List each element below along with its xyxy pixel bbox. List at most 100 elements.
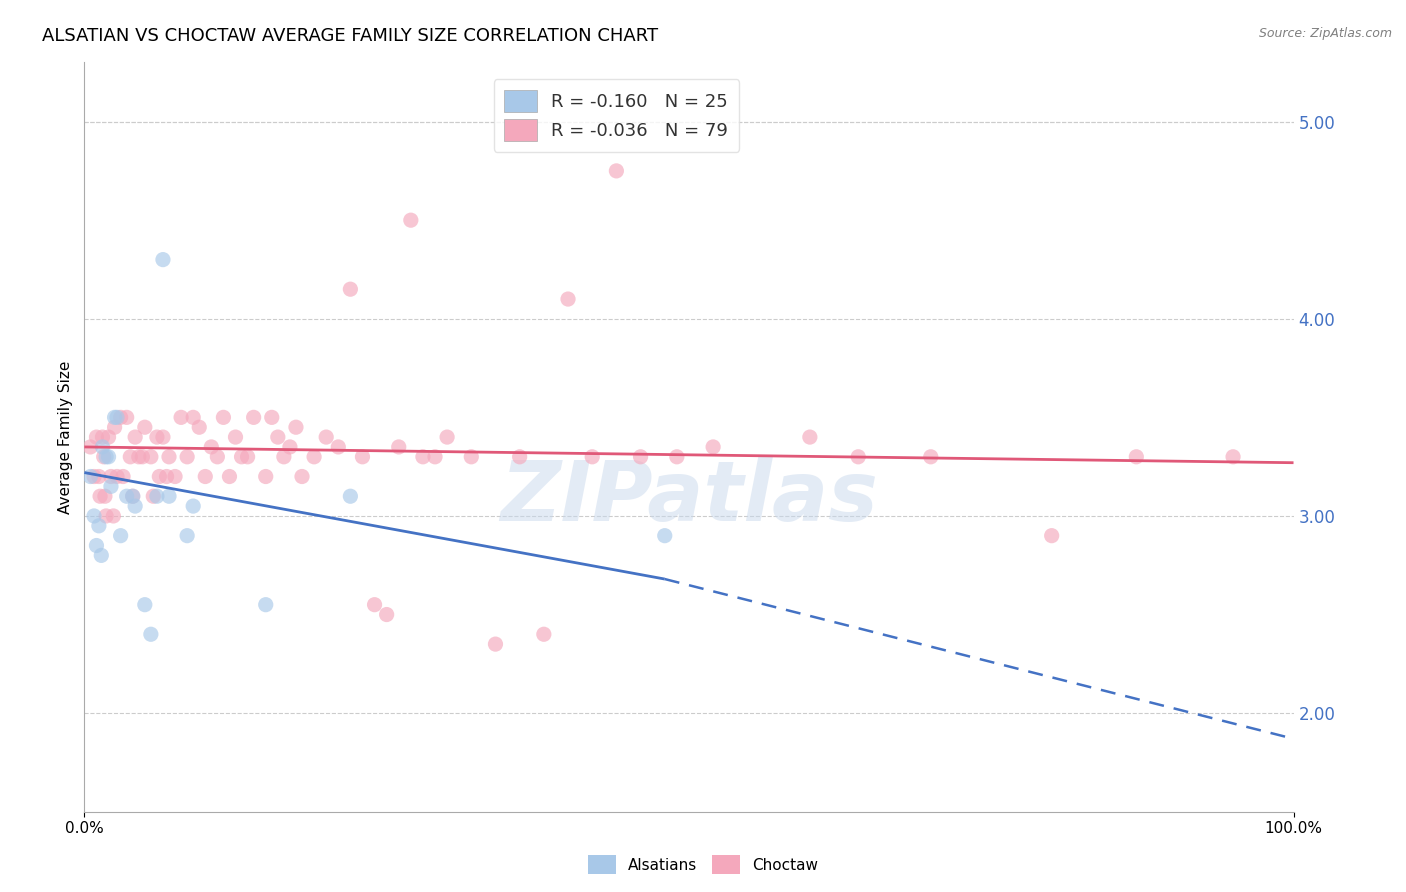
Point [86, 539, 108, 553]
Point [100, 469, 122, 483]
Legend: Alsatians, Choctaw: Alsatians, Choctaw [582, 849, 824, 880]
Point [86, 430, 108, 444]
Point [97, 450, 120, 464]
Point [665, 450, 688, 464]
Point [87, 469, 110, 483]
Point [363, 598, 385, 612]
Y-axis label: Average Family Size: Average Family Size [58, 360, 73, 514]
Point [90, 549, 112, 563]
Point [533, 627, 555, 641]
Point [124, 430, 146, 444]
Point [181, 410, 204, 425]
Point [115, 410, 138, 425]
Point [94, 450, 117, 464]
Point [89, 489, 111, 503]
Point [242, 410, 264, 425]
Point [339, 282, 361, 296]
Point [83, 508, 105, 523]
Point [157, 489, 180, 503]
Point [581, 450, 603, 464]
Point [176, 450, 198, 464]
Point [100, 479, 122, 493]
Point [110, 410, 132, 425]
Point [260, 410, 283, 425]
Point [79, 469, 101, 483]
Point [148, 469, 170, 483]
Point [97, 430, 120, 444]
Point [104, 420, 127, 434]
Point [128, 450, 150, 464]
Point [423, 450, 446, 464]
Point [654, 529, 676, 543]
Point [484, 637, 506, 651]
Point [231, 450, 253, 464]
Point [218, 469, 240, 483]
Point [91, 440, 114, 454]
Point [87, 518, 110, 533]
Point [134, 420, 156, 434]
Point [212, 410, 235, 425]
Point [207, 450, 229, 464]
Point [339, 489, 361, 503]
Point [181, 499, 204, 513]
Point [315, 430, 337, 444]
Point [146, 430, 169, 444]
Point [79, 440, 101, 454]
Point [94, 508, 117, 523]
Point [799, 430, 821, 444]
Point [605, 164, 627, 178]
Point [267, 430, 290, 444]
Point [254, 469, 277, 483]
Point [94, 489, 117, 503]
Point [83, 469, 105, 483]
Point [142, 489, 165, 503]
Point [630, 450, 652, 464]
Point [302, 450, 325, 464]
Point [105, 469, 128, 483]
Point [93, 450, 115, 464]
Point [110, 529, 132, 543]
Text: ALSATIAN VS CHOCTAW AVERAGE FAMILY SIZE CORRELATION CHART: ALSATIAN VS CHOCTAW AVERAGE FAMILY SIZE … [42, 27, 658, 45]
Point [120, 450, 142, 464]
Point [291, 469, 314, 483]
Point [165, 469, 187, 483]
Point [1040, 529, 1063, 543]
Point [170, 410, 193, 425]
Point [131, 450, 153, 464]
Point [328, 440, 350, 454]
Point [194, 469, 217, 483]
Point [112, 469, 135, 483]
Point [509, 450, 531, 464]
Point [236, 450, 259, 464]
Point [352, 450, 374, 464]
Point [139, 627, 162, 641]
Point [121, 489, 143, 503]
Point [846, 450, 869, 464]
Point [1125, 450, 1147, 464]
Point [103, 508, 125, 523]
Point [105, 410, 128, 425]
Point [702, 440, 724, 454]
Point [273, 450, 295, 464]
Point [412, 450, 434, 464]
Point [124, 499, 146, 513]
Point [134, 598, 156, 612]
Point [155, 469, 177, 483]
Point [1222, 450, 1244, 464]
Text: ZIPatlas: ZIPatlas [501, 457, 877, 538]
Legend: R = -0.160   N = 25, R = -0.036   N = 79: R = -0.160 N = 25, R = -0.036 N = 79 [494, 79, 740, 152]
Point [91, 430, 114, 444]
Point [152, 252, 174, 267]
Point [225, 430, 247, 444]
Point [121, 489, 143, 503]
Point [152, 430, 174, 444]
Point [139, 450, 162, 464]
Point [920, 450, 942, 464]
Point [375, 607, 398, 622]
Point [278, 440, 301, 454]
Point [200, 440, 222, 454]
Point [188, 420, 211, 434]
Text: Source: ZipAtlas.com: Source: ZipAtlas.com [1258, 27, 1392, 40]
Point [146, 489, 169, 503]
Point [399, 213, 422, 227]
